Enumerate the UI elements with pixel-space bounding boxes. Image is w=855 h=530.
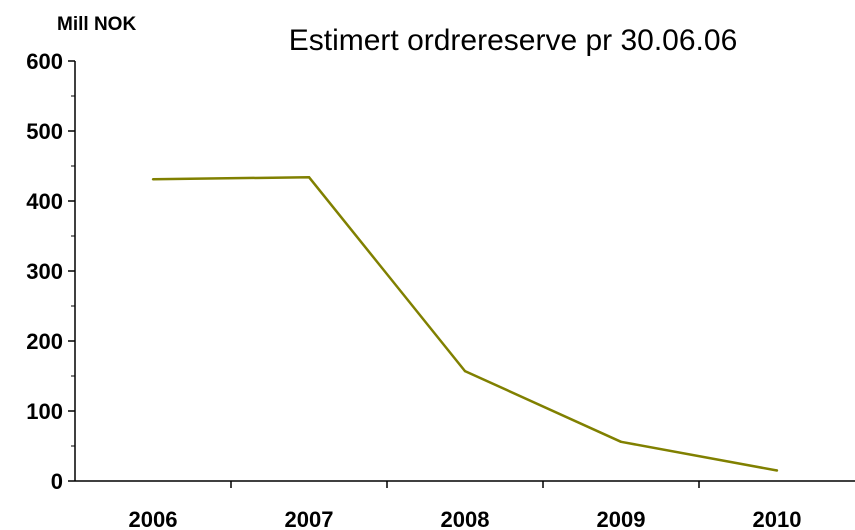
y-tick-label: 600: [26, 49, 63, 74]
data-point: [151, 178, 155, 181]
y-tick-label: 0: [51, 469, 63, 494]
y-tick-label: 100: [26, 399, 63, 424]
axes: [74, 61, 855, 482]
data-point: [307, 176, 311, 179]
y-tick-label: 200: [26, 329, 63, 354]
x-tick-label: 2009: [597, 507, 646, 530]
x-axis-ticks: 2006 2007 2008 2009 2010: [129, 481, 802, 530]
x-tick-label: 2006: [129, 507, 178, 530]
series-group: [151, 175, 779, 472]
y-axis-ticks: 0 100 200 300 400 500 600: [26, 49, 75, 494]
chart-title: Estimert ordrereserve pr 30.06.06: [289, 24, 738, 57]
y-tick-label: 300: [26, 259, 63, 284]
x-tick-label: 2008: [441, 507, 490, 530]
data-point: [775, 469, 779, 472]
data-point: [463, 369, 467, 373]
y-tick-label: 400: [26, 189, 63, 214]
series-line: [152, 175, 778, 472]
x-tick-label: 2007: [285, 507, 334, 530]
x-tick-label: 2010: [753, 507, 802, 530]
y-axis-unit-label: Mill NOK: [57, 14, 136, 35]
data-point: [619, 440, 623, 443]
y-tick-label: 500: [26, 119, 63, 144]
